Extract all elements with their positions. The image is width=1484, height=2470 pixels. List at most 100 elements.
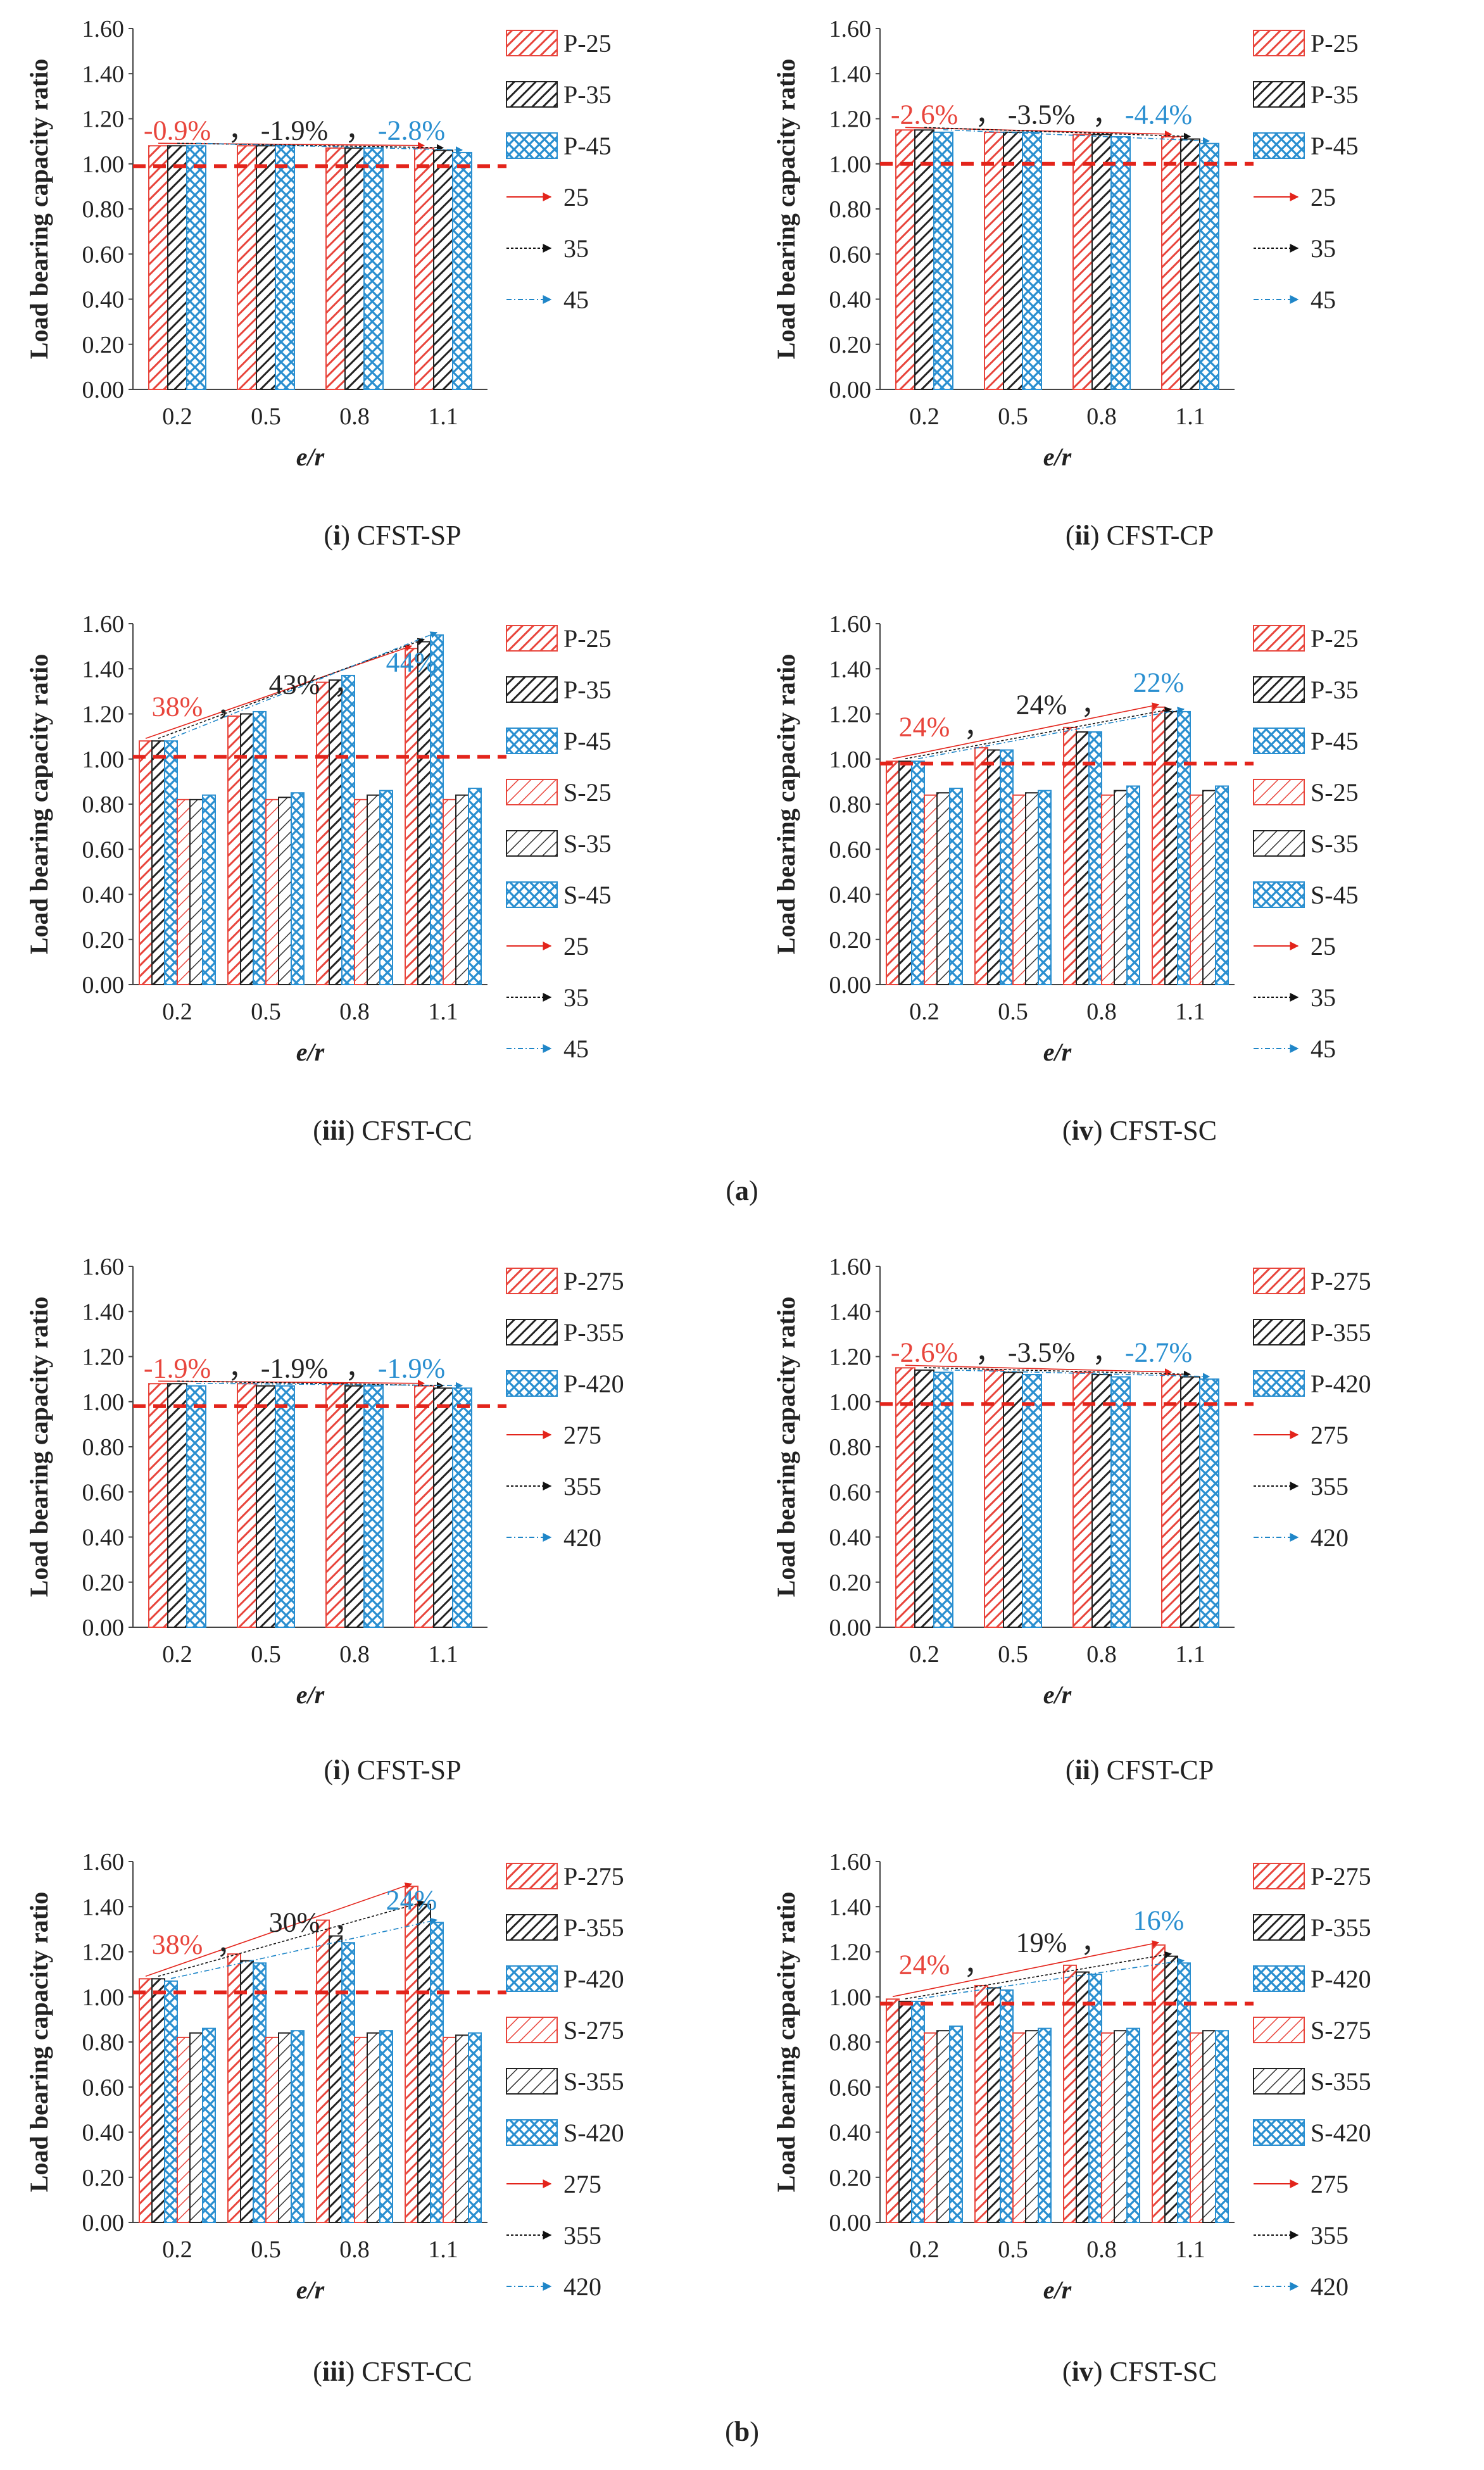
trend-arrow [905, 1364, 1173, 1376]
chart-panel-a-iii: Load bearing capacity ratio 0.00 0.20 0.40 0… [13, 608, 722, 1105]
y-tick-label: 0.80 [82, 196, 125, 223]
bar-p-275 [1161, 1374, 1181, 1628]
annotation-percent: 38% [152, 1929, 203, 1960]
legend-label: P-35 [563, 80, 612, 109]
bar-p-25 [148, 145, 168, 390]
y-tick-label: 0.40 [82, 2120, 125, 2146]
legend-swatch [506, 2119, 558, 2146]
bar-p-420 [452, 1387, 472, 1628]
y-tick-label: 0.20 [82, 927, 125, 954]
bar-s-35 [1114, 790, 1128, 985]
chart-panel-a-iv: Load bearing capacity ratio 0.00 0.20 0.40 0… [760, 608, 1469, 1105]
annotation-percent: -1.9% [144, 1352, 211, 1383]
x-tick-label: 1.1 [1175, 1641, 1205, 1668]
bar-p-35 [433, 149, 453, 390]
y-tick-label: 0.00 [82, 972, 125, 999]
bar-p-35 [987, 749, 1001, 985]
trend-arrow [905, 1951, 1173, 2000]
y-axis-label: Load bearing capacity ratio [772, 59, 800, 359]
x-axis-label: e/r [296, 443, 325, 471]
annotation-comma: ， [228, 1352, 256, 1383]
annotation-percent: 44% [386, 646, 437, 677]
legend-label: 35 [1311, 234, 1336, 263]
group-label-b: (b) [725, 2416, 759, 2447]
bar-s-420 [291, 2030, 305, 2223]
annotation-comma: ， [975, 99, 1003, 130]
x-tick-label: 0.8 [1086, 999, 1117, 1025]
x-tick-label: 0.8 [1086, 2236, 1117, 2263]
legend-swatch [1253, 81, 1305, 108]
annotation-comma: ， [1081, 689, 1109, 720]
bar-p-355 [987, 1987, 1001, 2223]
y-tick-label: 1.00 [82, 747, 125, 773]
legend-swatch [1253, 728, 1305, 754]
trend-arrow [177, 1380, 444, 1389]
legend-label: S-25 [1311, 778, 1359, 807]
legend-swatch [506, 728, 558, 754]
trend-arrow [943, 1369, 1210, 1380]
bar-p-355 [344, 1385, 365, 1628]
legend-label: P-355 [563, 1913, 624, 1942]
annotation-percent: -3.5% [1008, 99, 1075, 130]
legend-label: 355 [1311, 1472, 1349, 1501]
bar-s-45 [1126, 785, 1140, 985]
bar-s-35 [189, 798, 203, 985]
legend-label: 420 [563, 1523, 601, 1552]
annotation-percent: 30% [269, 1906, 320, 1938]
bar-p-25 [1063, 726, 1077, 985]
bar-s-35 [1202, 790, 1216, 985]
bar-p-355 [1180, 1376, 1200, 1628]
x-axis-label: e/r [296, 2276, 325, 2304]
legend-label: S-275 [563, 2016, 624, 2045]
y-tick-label: 0.40 [82, 1525, 125, 1551]
y-tick-label: 1.00 [829, 1389, 872, 1416]
legend-swatch [1253, 676, 1305, 703]
bar-s-35 [367, 794, 380, 985]
bar-s-25 [265, 798, 279, 985]
legend-label: P-355 [563, 1318, 624, 1347]
legend-label: 45 [1311, 1035, 1336, 1063]
y-tick-label: 1.60 [829, 611, 872, 638]
legend-label: P-45 [1311, 132, 1359, 160]
y-axis-label: Load bearing capacity ratio [25, 1892, 53, 2192]
group-label-a: (a) [726, 1175, 758, 1206]
y-tick-label: 0.60 [829, 1479, 872, 1506]
x-tick-label: 0.5 [998, 999, 1028, 1025]
y-tick-label: 1.40 [82, 1894, 125, 1920]
annotation-comma: ， [1092, 99, 1120, 130]
bar-s-275 [1190, 2032, 1204, 2223]
bar-p-275 [974, 1984, 988, 2223]
legend-label: P-275 [563, 1862, 624, 1891]
x-tick-label: 1.1 [1175, 999, 1205, 1025]
x-tick-label: 0.5 [251, 403, 281, 430]
y-tick-label: 1.40 [82, 1299, 125, 1325]
y-axis-label: Load bearing capacity ratio [772, 1892, 800, 2192]
legend-swatch [506, 1268, 558, 1294]
y-tick-label: 1.20 [829, 1344, 872, 1371]
caption-a-iii: (iii) CFST-CC [313, 1115, 472, 1146]
legend-label: 275 [1311, 1421, 1349, 1449]
bar-p-420 [1088, 1974, 1102, 2223]
legend-label: 420 [1311, 2272, 1349, 2301]
trend-arrow [196, 142, 463, 154]
bar-s-420 [468, 2032, 482, 2223]
trend-arrow [924, 127, 1192, 140]
legend-swatch [1253, 1319, 1305, 1345]
chart-panel-b-iv: Load bearing capacity ratio 0.00 0.20 0.40 0… [760, 1846, 1469, 2343]
bar-p-25 [1072, 134, 1093, 390]
trend-arrow [158, 142, 425, 149]
annotation-comma: ， [345, 115, 373, 146]
caption-b-iii: (iii) CFST-CC [313, 2356, 472, 2387]
bar-p-275 [139, 1978, 153, 2223]
annotation-percent: -2.7% [1125, 1337, 1192, 1368]
legend-swatch [1253, 830, 1305, 857]
y-tick-label: 1.00 [82, 1389, 125, 1416]
legend-label: 275 [563, 1421, 601, 1449]
y-tick-label: 0.60 [82, 836, 125, 863]
legend-label: S-35 [563, 829, 612, 858]
legend-label: P-25 [1311, 29, 1359, 58]
x-tick-label: 0.8 [1086, 403, 1117, 430]
x-tick-label: 0.5 [251, 1641, 281, 1668]
bar-s-420 [1126, 2027, 1140, 2223]
legend-label: P-355 [1311, 1913, 1371, 1942]
